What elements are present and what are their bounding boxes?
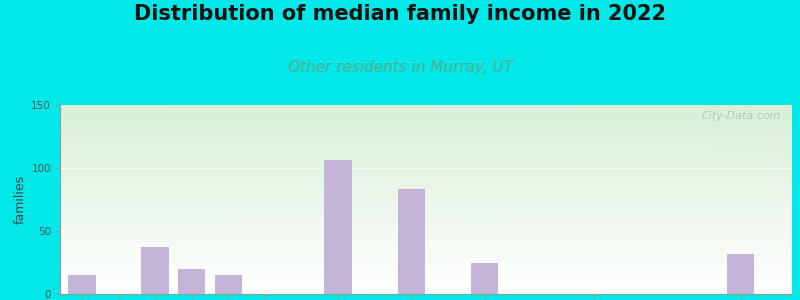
Bar [398, 189, 425, 294]
Bar [214, 275, 242, 294]
Bar [727, 254, 754, 294]
Text: City-Data.com: City-Data.com [702, 111, 781, 121]
Text: Other residents in Murray, UT: Other residents in Murray, UT [287, 60, 513, 75]
Bar [471, 262, 498, 294]
Bar [68, 275, 96, 294]
Bar [325, 160, 352, 294]
Bar [178, 269, 206, 294]
Text: Distribution of median family income in 2022: Distribution of median family income in … [134, 4, 666, 25]
Y-axis label: families: families [14, 175, 27, 224]
Bar [142, 248, 169, 294]
